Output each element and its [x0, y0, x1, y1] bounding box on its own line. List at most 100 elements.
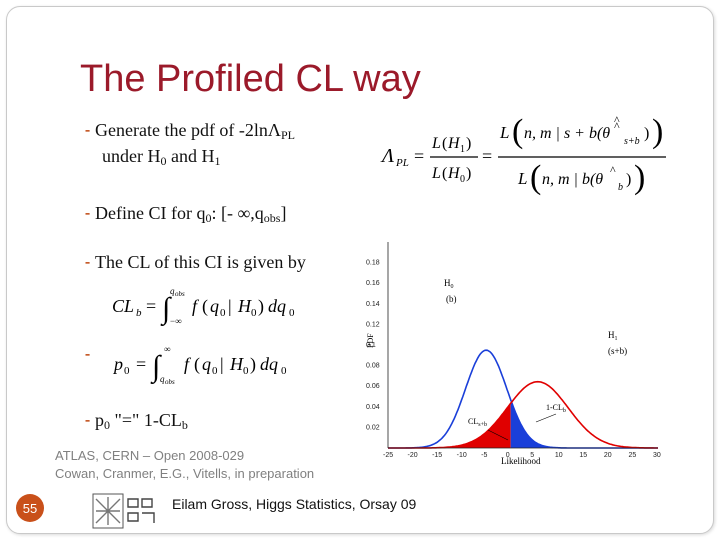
y-tick-label: 0.12: [366, 321, 380, 328]
svg-text:): ): [634, 159, 645, 196]
svg-text:n, m | s + b(θ: n, m | s + b(θ: [524, 125, 610, 142]
x-tick-label: 5: [530, 452, 534, 459]
svg-text:p: p: [112, 354, 123, 374]
bullet-generate-pdf: ⁃ Generate the pdf of -2lnΛPL: [84, 120, 295, 143]
svg-text:−∞: −∞: [170, 316, 182, 326]
svg-text:(: (: [194, 354, 200, 375]
svg-text:(: (: [512, 113, 523, 150]
pdf-likelihood-chart: 0.02 0.04 0.06 0.08 0.1 0.12 0.14 0.16 0.18 -25 -…: [366, 242, 661, 466]
references: ATLAS, CERN – Open 2008-029 Cowan, Cranm…: [55, 447, 314, 483]
svg-text:(: (: [442, 165, 447, 182]
svg-text:CLs+b: CLs+b: [468, 417, 487, 428]
svg-text:L: L: [517, 169, 527, 188]
svg-text:(: (: [202, 296, 208, 317]
x-tick-label: -25: [383, 452, 393, 459]
bullet-text-after: : [- ∞,q: [211, 203, 264, 223]
y-tick-label: 0.08: [366, 363, 380, 370]
svg-text:): ): [466, 165, 471, 182]
svg-text:^: ^: [610, 163, 616, 177]
bullet-subscript: 0: [104, 418, 110, 432]
svg-text:H: H: [237, 296, 252, 316]
x-tick-label: 30: [653, 452, 661, 459]
svg-text:|: |: [228, 296, 232, 316]
clsb-shaded-area: [388, 403, 511, 448]
bullet-subscript-b: b: [181, 418, 188, 432]
y-tick-label: 0.04: [366, 404, 380, 411]
svg-text:dq: dq: [268, 296, 286, 316]
svg-text:(: (: [442, 135, 447, 152]
slide-frame: [6, 6, 714, 534]
x-axis-label: Likelihood: [501, 456, 541, 466]
x-tick-label: -20: [408, 452, 418, 459]
y-tick-label: 0.02: [366, 424, 380, 431]
svg-text:PL: PL: [395, 157, 409, 169]
svg-text:(: (: [530, 159, 541, 196]
svg-text:0: 0: [243, 365, 249, 377]
y-tick-label: 0.14: [366, 301, 380, 308]
svg-text:q: q: [160, 374, 165, 384]
svg-text:1: 1: [460, 144, 465, 155]
svg-text:q: q: [210, 296, 219, 316]
bullet-marker-icon: ⁃: [84, 349, 91, 364]
svg-text:L: L: [431, 165, 441, 182]
svg-text:0: 0: [124, 365, 130, 377]
svg-text:CL: CL: [112, 296, 134, 316]
svg-text:=: =: [146, 296, 156, 316]
svg-text:∫: ∫: [150, 350, 162, 385]
svg-text:=: =: [136, 354, 146, 374]
svg-text:(b): (b): [446, 294, 457, 304]
x-tick-label: 0: [506, 452, 510, 459]
sub-0: 0: [160, 154, 167, 168]
svg-text:q: q: [202, 354, 211, 374]
bullet-text: The CL of this CI is given by: [95, 252, 306, 272]
x-tick-label: 25: [628, 452, 636, 459]
svg-text:H: H: [447, 135, 461, 152]
x-tick-label: 20: [604, 452, 612, 459]
lambda-pl-formula: Λ PL = L(H 1) L(H 0) = L ( n, m | s + b(θ …: [380, 113, 666, 196]
svg-text:=: =: [414, 146, 424, 166]
page-number-badge: 55: [16, 494, 44, 522]
svg-text:obs: obs: [175, 290, 185, 298]
svg-text:0: 0: [212, 365, 218, 377]
svg-text:0: 0: [460, 174, 465, 185]
svg-text:L: L: [499, 123, 509, 142]
svg-text:0: 0: [251, 307, 257, 319]
svg-text:n, m | b(θ: n, m | b(θ: [542, 171, 603, 188]
x-tick-label: 10: [555, 452, 563, 459]
svg-text:^: ^: [614, 119, 620, 133]
bullet-text: p: [95, 410, 104, 430]
h0-label: H0 (b): [444, 278, 457, 304]
reference-cowan: Cowan, Cranmer, E.G., Vitells, in prepar…: [55, 466, 315, 481]
bullet-marker-icon: ⁃: [84, 415, 91, 430]
svg-text:s+b: s+b: [624, 136, 640, 147]
svg-text:=: =: [482, 146, 492, 166]
reference-atlas: ATLAS, CERN – Open 2008-029: [55, 448, 245, 463]
svg-text:0: 0: [289, 307, 295, 319]
bullet-marker-icon: ⁃: [84, 257, 91, 272]
x-tick-label: -10: [457, 452, 467, 459]
bullet-text-end: ]: [280, 203, 287, 223]
bullet-p0-equals: ⁃ p0 "=" 1-CLb: [84, 410, 188, 433]
sub-1: 1: [214, 154, 221, 168]
svg-text:H: H: [229, 354, 244, 374]
bullet-p0-formula: ⁃: [84, 344, 95, 365]
bullet-text: Generate the pdf of -2lnΛ: [95, 120, 281, 140]
y-tick-label: 0.16: [366, 280, 380, 287]
svg-text:): ): [466, 135, 471, 152]
x-tick-label: -5: [481, 452, 487, 459]
x-tick-label: 15: [579, 452, 587, 459]
svg-text:H0: H0: [444, 278, 454, 290]
bullet-subscript-obs: obs: [263, 211, 281, 225]
svg-text:): ): [652, 113, 663, 150]
y-axis-label: PDF: [366, 333, 375, 348]
svg-text:): ): [250, 354, 256, 375]
svg-text:Λ: Λ: [380, 145, 394, 167]
svg-text:∞: ∞: [164, 344, 170, 354]
x-tick-label: -15: [432, 452, 442, 459]
svg-text:b: b: [618, 182, 623, 193]
svg-text:0: 0: [220, 307, 226, 319]
svg-text:): ): [644, 125, 649, 142]
svg-text:): ): [258, 296, 264, 317]
